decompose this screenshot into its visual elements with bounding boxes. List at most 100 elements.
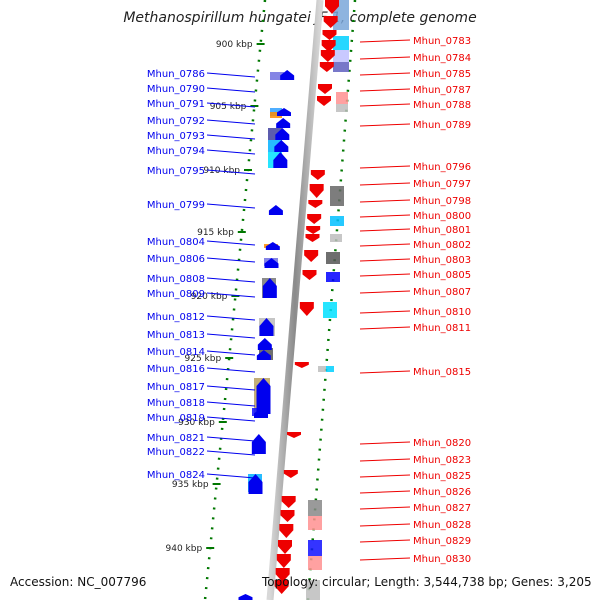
leader-line: [206, 277, 256, 283]
gene-label-left[interactable]: Mhun_0799: [147, 200, 205, 211]
gene-label-right[interactable]: Mhun_0827: [413, 503, 471, 514]
leader-line: [359, 490, 411, 494]
reverse-gene-arrow: [283, 470, 298, 478]
gene-label-left[interactable]: Mhun_0792: [147, 116, 205, 127]
gene-label-left[interactable]: Mhun_0824: [147, 470, 205, 481]
leader-line: [359, 228, 411, 232]
gene-label-left[interactable]: Mhun_0794: [147, 146, 205, 157]
feature-block: [330, 216, 344, 226]
gene-label-right[interactable]: Mhun_0798: [413, 196, 471, 207]
tick-label: 905 kbp: [210, 102, 247, 112]
reverse-gene-arrow: [325, 0, 339, 14]
gene-label-right[interactable]: Mhun_0802: [413, 240, 471, 251]
forward-gene-arrow: [280, 70, 295, 80]
feature-block: [336, 104, 348, 112]
gene-label-left[interactable]: Mhun_0793: [147, 131, 205, 142]
gene-label-left[interactable]: Mhun_0814: [147, 347, 205, 358]
tick-label: 930 kbp: [178, 418, 215, 428]
gene-label-left[interactable]: Mhun_0795: [147, 166, 205, 177]
leader-line: [206, 169, 256, 175]
accession-text: Accession: NC_007796: [10, 575, 147, 589]
gene-label-right[interactable]: Mhun_0796: [413, 162, 471, 173]
genome-title: Methanospirillum hungatei JF-1, complete…: [123, 10, 477, 26]
leader-line: [206, 240, 256, 246]
reverse-gene-arrow: [320, 50, 335, 62]
gene-label-right[interactable]: Mhun_0829: [413, 536, 471, 547]
feature-block: [318, 366, 326, 372]
leader-line: [359, 310, 411, 314]
leader-line: [359, 370, 411, 374]
gene-label-left[interactable]: Mhun_0791: [147, 99, 205, 110]
gene-label-right[interactable]: Mhun_0789: [413, 120, 471, 131]
gene-label-left[interactable]: Mhun_0816: [147, 364, 205, 375]
gene-label-left[interactable]: Mhun_0812: [147, 312, 205, 323]
leader-line: [359, 557, 411, 561]
gene-label-right[interactable]: Mhun_0805: [413, 270, 471, 281]
gene-label-right[interactable]: Mhun_0810: [413, 307, 471, 318]
gene-label-right[interactable]: Mhun_0797: [413, 179, 471, 190]
tick-label: 935 kbp: [172, 480, 209, 490]
gene-label-left[interactable]: Mhun_0818: [147, 398, 205, 409]
gene-label-right[interactable]: Mhun_0828: [413, 520, 471, 531]
gene-label-right[interactable]: Mhun_0807: [413, 287, 471, 298]
gene-label-left[interactable]: Mhun_0813: [147, 330, 205, 341]
left-gene-labels: Mhun_0786 Mhun_0790 Mhun_0791 Mhun_0792 Mhun…: [147, 69, 256, 481]
gene-label-right[interactable]: Mhun_0830: [413, 554, 471, 565]
forward-gene-arrow: [248, 474, 263, 494]
leader-line: [206, 134, 256, 140]
tick-label: 915 kbp: [197, 228, 234, 238]
gene-label-right[interactable]: Mhun_0800: [413, 211, 471, 222]
leader-line: [359, 182, 411, 186]
gene-label-left[interactable]: Mhun_0790: [147, 84, 205, 95]
forward-gene-arrow: [273, 152, 288, 168]
feature-block: [306, 580, 320, 600]
reverse-gene-arrow: [304, 250, 319, 262]
gene-label-right[interactable]: Mhun_0826: [413, 487, 471, 498]
forward-gene-arrow: [274, 140, 289, 152]
feature-block: [323, 302, 337, 318]
forward-gene-arrow: [276, 118, 291, 128]
gene-label-right[interactable]: Mhun_0784: [413, 53, 471, 64]
feature-block: [326, 272, 340, 282]
gene-label-left[interactable]: Mhun_0821: [147, 433, 205, 444]
gene-label-left[interactable]: Mhun_0819: [147, 413, 205, 424]
gene-label-left[interactable]: Mhun_0804: [147, 237, 205, 248]
gene-label-right[interactable]: Mhun_0783: [413, 36, 471, 47]
gene-label-left[interactable]: Mhun_0786: [147, 69, 205, 80]
reverse-gene-arrow: [307, 214, 322, 224]
feature-block: [326, 252, 340, 264]
gene-label-right[interactable]: Mhun_0823: [413, 455, 471, 466]
forward-gene-arrow: [238, 594, 253, 600]
forward-gene-arrow: [262, 278, 277, 298]
genome-backbone: [266, 0, 324, 600]
gene-label-right[interactable]: Mhun_0785: [413, 69, 471, 80]
gene-label-right[interactable]: Mhun_0815: [413, 367, 471, 378]
forward-gene-arrow: [251, 434, 266, 454]
leader-line: [206, 315, 256, 321]
gene-label-right[interactable]: Mhun_0788: [413, 100, 471, 111]
feature-block: [308, 540, 322, 556]
reverse-gene-arrow: [322, 30, 337, 40]
feature-block: [333, 62, 349, 72]
leader-line: [206, 450, 256, 456]
gene-label-left[interactable]: Mhun_0806: [147, 254, 205, 265]
gene-label-left[interactable]: Mhun_0817: [147, 382, 205, 393]
leader-line: [359, 199, 411, 203]
reverse-gene-arrow: [279, 524, 294, 538]
tick-label: 900 kbp: [216, 40, 253, 50]
leader-line: [206, 102, 256, 108]
gene-label-right[interactable]: Mhun_0787: [413, 85, 471, 96]
gene-label-right[interactable]: Mhun_0811: [413, 323, 471, 334]
tick-label: 920 kbp: [191, 292, 228, 302]
leader-line: [206, 149, 256, 155]
gene-label-right[interactable]: Mhun_0801: [413, 225, 471, 236]
gene-label-left[interactable]: Mhun_0808: [147, 274, 205, 285]
tick-label: 940 kbp: [166, 544, 203, 554]
gene-label-right[interactable]: Mhun_0803: [413, 255, 471, 266]
gene-label-right[interactable]: Mhun_0820: [413, 438, 471, 449]
gene-label-left[interactable]: Mhun_0809: [147, 289, 205, 300]
gene-label-left[interactable]: Mhun_0822: [147, 447, 205, 458]
reverse-gene-arrow: [276, 554, 291, 568]
gene-label-right[interactable]: Mhun_0825: [413, 471, 471, 482]
